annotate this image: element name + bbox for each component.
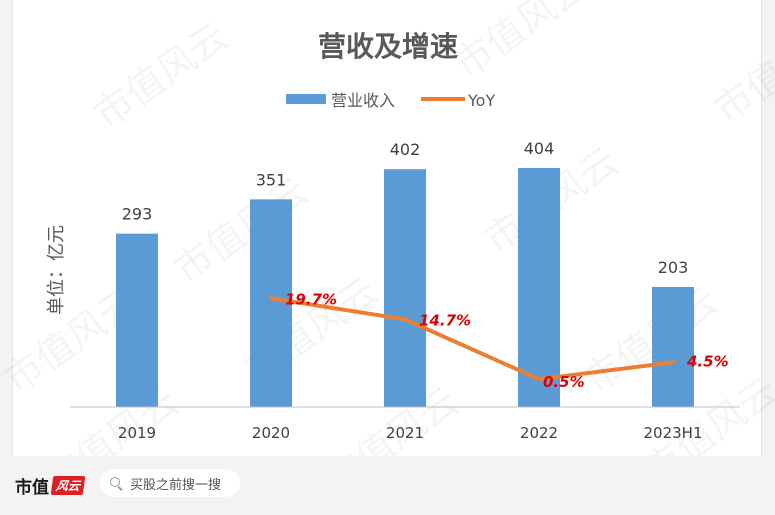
bar-data-label: 351 (256, 170, 287, 189)
bar-revenue-2019 (116, 233, 158, 407)
legend: 营业收入 YoY (286, 91, 495, 110)
brand-logo: 市值 风云 (15, 473, 86, 498)
yoy-data-label: 14.7% (419, 311, 471, 329)
chart-title: 营收及增速 (318, 30, 458, 63)
x-tick-label: 2021 (386, 424, 424, 442)
yoy-data-label: 19.7% (285, 290, 337, 308)
brand-name: 市值 (15, 478, 49, 498)
legend-label-yoy: YoY (467, 91, 495, 110)
search-box[interactable]: 买股之前搜一搜 (100, 469, 240, 497)
yoy-data-label: 0.5% (543, 373, 585, 391)
bar-data-label: 293 (122, 205, 153, 224)
yoy-point-2023H1 (671, 360, 675, 365)
bar-revenue-2020 (250, 199, 292, 407)
bar-revenue-2021 (384, 169, 426, 407)
x-tick-label: 2022 (520, 424, 558, 442)
legend-swatch-bar (286, 94, 326, 104)
x-tick-label: 2023H1 (644, 424, 703, 442)
search-placeholder: 买股之前搜一搜 (130, 477, 222, 493)
bar-data-label: 203 (658, 258, 689, 277)
yoy-line-series (269, 296, 675, 382)
bar-revenue-2023H1 (652, 286, 694, 407)
bar-revenue-2022 (518, 168, 560, 407)
revenue-yoy-chart: 营收及增速 营业收入 YoY 单位：亿元 293 351 402 404 203 201… (46, 30, 740, 442)
x-tick-label: 2019 (118, 424, 156, 442)
yoy-point-2020 (269, 296, 273, 301)
y-axis-label: 单位：亿元 (46, 225, 67, 315)
yoy-point-2021 (403, 317, 407, 322)
brand-mark: 风云 (50, 476, 86, 495)
yoy-data-label: 4.5% (686, 352, 729, 370)
search-icon (110, 477, 123, 491)
x-tick-label: 2020 (252, 424, 290, 442)
legend-label-revenue: 营业收入 (331, 91, 395, 110)
yoy-point-2022 (537, 377, 541, 382)
bar-data-label: 404 (524, 139, 555, 158)
footer-bar: 市值 风云 买股之前搜一搜 (0, 456, 775, 515)
bar-data-label: 402 (390, 140, 421, 159)
